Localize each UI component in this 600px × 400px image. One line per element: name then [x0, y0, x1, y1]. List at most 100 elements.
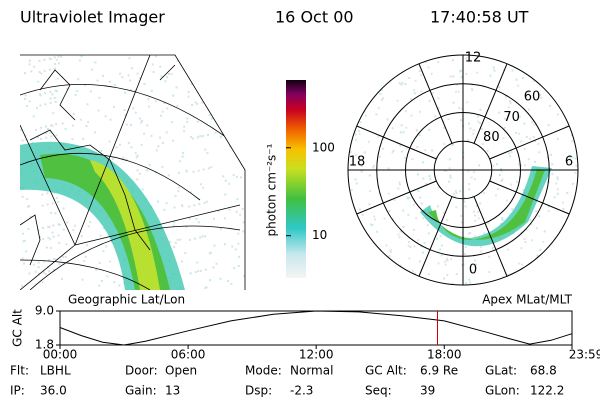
speck — [361, 213, 364, 216]
speck — [556, 178, 559, 181]
speck — [181, 204, 184, 207]
speck — [507, 248, 510, 251]
speck — [422, 217, 425, 220]
speck — [377, 135, 380, 138]
speck — [238, 255, 241, 258]
title: Ultraviolet Imager — [20, 8, 165, 27]
speck — [501, 217, 504, 220]
speck — [404, 83, 407, 86]
speck — [160, 75, 163, 78]
speck — [196, 136, 199, 139]
speck — [492, 164, 495, 167]
speck — [51, 202, 54, 205]
speck — [549, 104, 552, 107]
speck — [141, 120, 144, 123]
speck — [454, 189, 457, 192]
speck — [517, 116, 520, 119]
speck — [41, 204, 44, 207]
colorbar-label: photon cm⁻²s⁻¹ — [265, 143, 279, 236]
speck — [534, 68, 537, 71]
speck — [480, 128, 483, 131]
speck — [473, 170, 476, 173]
mlt-line — [489, 125, 570, 160]
speck — [241, 208, 244, 211]
speck — [526, 278, 529, 281]
speck — [471, 83, 474, 86]
speck — [431, 149, 434, 152]
speck — [357, 83, 360, 86]
speck — [537, 142, 540, 145]
speck — [566, 191, 569, 194]
speck — [45, 132, 48, 135]
speck — [185, 170, 188, 173]
speck — [193, 204, 196, 207]
speck — [95, 269, 98, 272]
speck — [463, 197, 466, 200]
speck — [53, 269, 56, 272]
speck — [459, 70, 462, 73]
speck — [355, 182, 358, 185]
mlt-line — [473, 196, 508, 277]
speck — [479, 202, 482, 205]
speck — [165, 131, 168, 134]
speck — [479, 250, 482, 253]
speck — [195, 217, 198, 220]
speck — [237, 232, 240, 235]
aurora-band — [428, 169, 545, 240]
speck — [234, 248, 237, 251]
speck — [211, 62, 214, 65]
speck — [415, 217, 418, 220]
speck — [40, 72, 43, 75]
field-value: 68.8 — [530, 364, 557, 378]
speck — [409, 56, 412, 59]
speck — [200, 68, 203, 71]
speck — [159, 136, 162, 139]
speck — [79, 118, 82, 121]
mlt-label: 6 — [565, 155, 573, 170]
time: 17:40:58 UT — [430, 8, 529, 27]
speck — [77, 78, 80, 81]
speck — [176, 60, 179, 63]
speck — [541, 68, 544, 71]
speck — [388, 71, 391, 74]
speck — [130, 146, 133, 149]
speck — [480, 246, 483, 249]
colorbar-tick-label: 100 — [312, 140, 335, 154]
x-tick-label: 23:59 — [569, 348, 600, 362]
speck — [488, 271, 491, 274]
speck — [548, 259, 551, 262]
speck — [497, 187, 500, 190]
mlt-line — [418, 196, 453, 277]
field-value: Open — [165, 364, 197, 378]
speck — [384, 266, 387, 269]
speck — [125, 158, 128, 161]
speck — [439, 235, 442, 238]
speck — [373, 164, 376, 167]
field-label: Gain: — [125, 384, 157, 398]
speck — [130, 89, 133, 92]
speck — [531, 121, 534, 124]
speck — [192, 170, 195, 173]
speck — [176, 105, 179, 108]
speck — [465, 73, 468, 76]
speck — [534, 160, 537, 163]
speck — [105, 245, 108, 248]
speck — [141, 188, 144, 191]
speck — [109, 260, 112, 263]
speck — [115, 146, 118, 149]
speck — [507, 106, 510, 109]
speck — [461, 264, 464, 267]
speck — [123, 109, 126, 112]
speck — [39, 104, 42, 107]
speck — [422, 251, 425, 254]
speck — [523, 147, 526, 150]
speck — [381, 98, 384, 101]
speck — [163, 102, 166, 105]
speck — [486, 149, 489, 152]
speck — [53, 67, 56, 70]
speck — [350, 189, 353, 192]
speck — [61, 256, 64, 259]
speck — [57, 223, 60, 226]
speck — [398, 82, 401, 85]
field-value: 122.2 — [530, 384, 564, 398]
